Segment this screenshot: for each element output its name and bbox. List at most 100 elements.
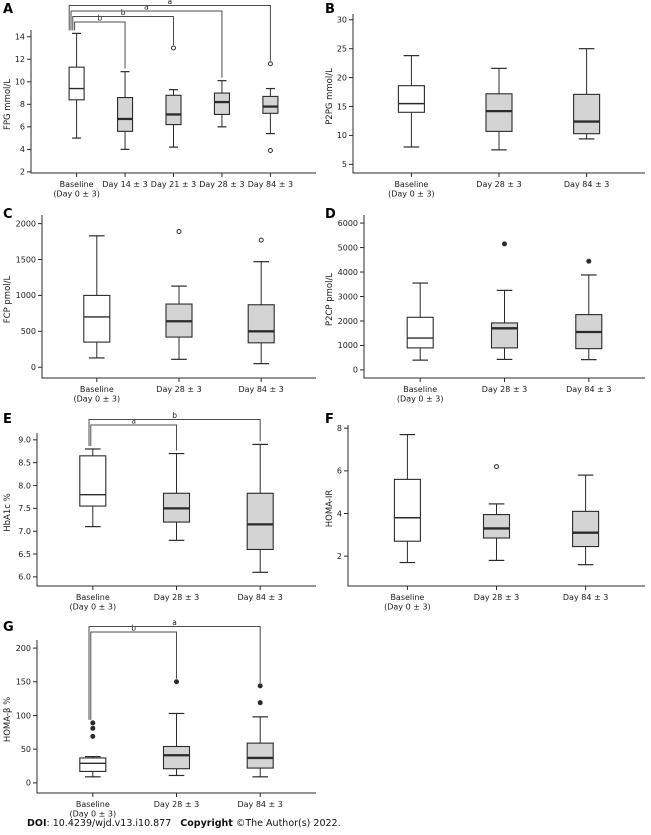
y-tick-label: 1500: [16, 255, 36, 264]
y-tick-label: 0: [353, 366, 358, 375]
y-tick-label: 2000: [16, 219, 36, 228]
outlier-point: [90, 725, 96, 731]
y-axis-title: P2PG mmol/L: [325, 68, 335, 125]
y-tick-label: 7.5: [18, 504, 31, 513]
iqr-box: [68, 66, 85, 101]
axes-spines: [36, 640, 316, 794]
y-tick-label: 1000: [16, 291, 36, 300]
box-group-1: [393, 433, 421, 564]
box-group-3: [246, 683, 274, 778]
outlier-point: [90, 720, 96, 726]
box-group-1: [68, 32, 85, 139]
x-tick-label: Baseline: [76, 800, 110, 809]
iqr-box: [117, 97, 134, 132]
axes-spines: [352, 14, 645, 174]
outlier-point: [502, 241, 507, 247]
panel-E: E HbA1c % 6.0 6.5 7.0 7.5 8.0 8.5 9.0 Baseline (Da…: [0, 410, 322, 618]
box-group-2: [117, 71, 134, 150]
panel-letter-D: D: [325, 207, 336, 222]
panel-letter-C: C: [3, 207, 13, 222]
x-tick-label: Day 84 ± 3: [238, 385, 283, 394]
y-tick-label: 15: [337, 102, 347, 111]
iqr-box: [213, 92, 230, 115]
axes-spines: [347, 425, 645, 587]
panel-letter-F: F: [325, 412, 334, 427]
box-group-5: [262, 61, 279, 153]
significance-label: b: [121, 8, 126, 17]
y-tick-label: 6: [337, 467, 342, 476]
panel-letter-G: G: [3, 620, 14, 635]
outlier-point: [258, 237, 264, 243]
x-tick-label: Baseline: [60, 180, 94, 189]
y-tick-label: 0: [31, 363, 36, 372]
significance-bracket: [70, 10, 223, 78]
x-tick-label: (Day 0 ± 3): [53, 190, 100, 199]
box-group-1: [397, 55, 425, 148]
iqr-box: [393, 478, 421, 542]
x-tick-label: (Day 0 ± 3): [397, 395, 444, 404]
x-tick-label: Day 84 ± 3: [248, 180, 293, 189]
y-tick-label: 4000: [338, 268, 358, 277]
y-axis-title: FPG mmol/L: [3, 79, 13, 130]
panel-C: C FCP pmol/L 0 500 1000 1500 2000 Baseline (Day …: [0, 205, 322, 410]
panel-G-chart: G HOMA-β % 0 50 100 150 200 Baseline(Day 0 ± 3)…: [3, 618, 316, 819]
outlier-point: [176, 229, 182, 235]
panel-letter-E: E: [3, 412, 12, 427]
box-group-4: [213, 80, 230, 128]
x-tick-label: Day 28 ± 3: [474, 593, 519, 602]
y-tick-label: 9.0: [18, 436, 31, 445]
doi-caption: DOI: 10.4239/wjd.v13.i10.877 Copyright ©T…: [27, 818, 341, 829]
box-group-1: [406, 282, 434, 361]
panel-A: A FPG mmol/L 2 4 6 8 10 12 14 Baseline (Day 0 ± 3)…: [0, 0, 322, 205]
significance-bracket: [72, 16, 174, 46]
iqr-box: [490, 322, 519, 349]
y-tick-label: 1000: [338, 341, 358, 350]
y-tick-label: 12: [15, 55, 25, 64]
y-tick-label: 6.5: [18, 550, 31, 559]
y-tick-label: 7.0: [18, 527, 31, 536]
x-tick-label: (Day 0 ± 3): [70, 603, 117, 612]
box-group-2: [482, 464, 511, 562]
iqr-box: [247, 304, 275, 344]
iqr-box: [83, 294, 111, 343]
y-tick-label: 8: [20, 100, 25, 109]
iqr-box: [262, 95, 279, 114]
x-tick-label: Day 28 ± 3: [154, 593, 199, 602]
y-tick-label: 2: [337, 552, 342, 561]
y-tick-label: 20: [337, 73, 347, 82]
x-tick-label: Baseline: [390, 593, 424, 602]
y-tick-label: 200: [16, 644, 31, 653]
y-tick-label: 2000: [338, 317, 358, 326]
panel-F: F HOMA-IR 2 4 6 8 Baseline (Day 0 ± 3) Day 28 ± …: [322, 410, 651, 618]
x-tick-label: (Day 0 ± 3): [384, 603, 431, 612]
x-tick-label: (Day 0 ± 3): [74, 395, 121, 404]
x-tick-label: Day 84 ± 3: [566, 385, 611, 394]
iqr-box: [79, 455, 107, 507]
x-tick-label: Baseline: [403, 385, 437, 394]
significance-bracket: [88, 626, 261, 720]
outlier-point: [494, 464, 499, 470]
copyright-value: ©The Author(s) 2022.: [235, 818, 341, 829]
box-group-2: [485, 67, 513, 151]
box-group-3: [572, 474, 600, 566]
y-tick-label: 6: [20, 123, 25, 132]
axes-spines: [363, 215, 645, 379]
iqr-box: [162, 745, 191, 770]
significance-label: b: [172, 411, 177, 420]
y-tick-label: 100: [16, 711, 31, 720]
iqr-box: [482, 514, 511, 539]
y-tick-label: 500: [21, 327, 36, 336]
y-tick-label: 50: [21, 745, 31, 754]
doi-value: : 10.4239/wjd.v13.i10.877: [46, 818, 172, 829]
panel-E-chart: E HbA1c % 6.0 6.5 7.0 7.5 8.0 8.5 9.0 Baseline(Da…: [3, 411, 316, 612]
significance-bracket: [90, 631, 177, 720]
panel-G: G HOMA-β % 0 50 100 150 200 Baseline (Day 0 ± 3)…: [0, 618, 322, 825]
box-group-2: [162, 679, 191, 777]
significance-label: b: [97, 14, 102, 23]
y-tick-label: 6.0: [18, 573, 31, 582]
box-group-3: [165, 45, 182, 148]
box-group-3: [573, 48, 601, 140]
iqr-box: [79, 757, 107, 772]
y-tick-label: 8: [337, 424, 342, 433]
y-axis-title: HOMA-β %: [3, 697, 13, 742]
